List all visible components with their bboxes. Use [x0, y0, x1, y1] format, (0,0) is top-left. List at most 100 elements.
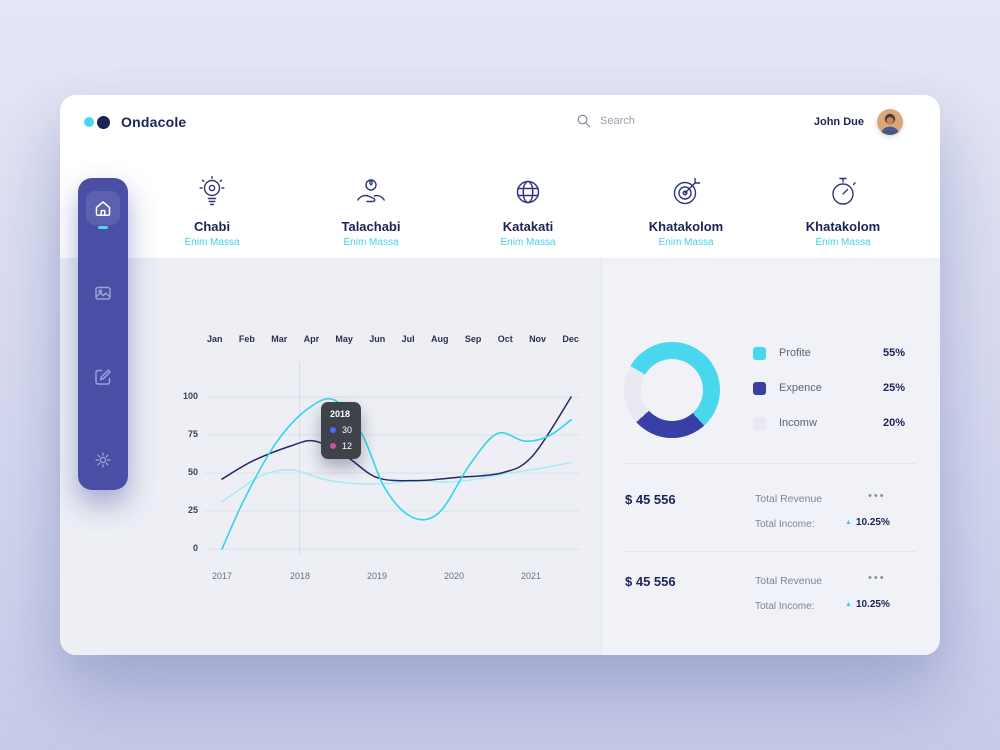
feature-item-khatakolom-1[interactable]: Khatakolom Enim Massa: [606, 174, 766, 248]
legend-item: Expence 25%: [753, 381, 905, 395]
divider: [624, 551, 916, 552]
legend-value: 20%: [882, 417, 905, 429]
search-icon: [577, 114, 591, 128]
image-icon: [95, 286, 111, 300]
month-label: Feb: [238, 334, 255, 344]
sidebar-item-settings[interactable]: [86, 443, 120, 477]
feature-item-talachabi[interactable]: Talachabi Enim Massa: [291, 174, 451, 248]
feature-item-chabi[interactable]: Chabi Enim Massa: [132, 174, 292, 248]
stat-sub-label: Total Income:: [755, 601, 815, 612]
x-axis-year: 2017: [211, 571, 233, 581]
y-axis-tick: 50: [187, 467, 198, 477]
user-name: John Due: [813, 116, 864, 128]
feature-subtitle: Enim Massa: [658, 237, 714, 248]
triangle-up-icon: ▲: [845, 519, 852, 526]
legend-value: 55%: [882, 347, 905, 359]
brand: Ondacole: [84, 110, 186, 134]
month-label: Jan: [207, 334, 223, 344]
month-label: Oct: [497, 334, 513, 344]
month-label: Aug: [431, 334, 449, 344]
x-axis-year: 2021: [520, 571, 542, 581]
idea-bulb-icon: [199, 175, 225, 206]
y-axis-tick: 100: [182, 391, 198, 401]
tooltip-value: 30: [342, 425, 353, 435]
stat-trend: ▲ 10.25%: [845, 599, 890, 610]
chart-months-row: Jan Feb Mar Apr May Jun Jul Aug Sep Oct …: [207, 334, 579, 344]
legend-swatch: [753, 381, 766, 395]
stat-trend: ▲ 10.25%: [845, 517, 890, 528]
tooltip-dot: [330, 443, 336, 449]
month-label: May: [335, 334, 353, 344]
stat-amount: $ 45 556: [625, 492, 676, 507]
feature-title: Chabi: [193, 219, 231, 234]
y-axis-tick: 75: [187, 429, 198, 439]
x-axis-year: 2020: [443, 571, 465, 581]
feature-subtitle: Enim Massa: [815, 237, 871, 248]
caring-hands-icon: [357, 179, 385, 203]
user-menu[interactable]: John Due: [770, 109, 903, 135]
y-axis-tick: 25: [187, 505, 198, 515]
tooltip-year: 2018: [330, 409, 351, 419]
stat-label: Total Revenue: [755, 575, 823, 587]
legend-label: Incomw: [779, 417, 817, 429]
stats-panel: [601, 258, 940, 655]
chart-tooltip: 2018 30 12: [321, 402, 362, 459]
donut-chart: [624, 342, 720, 438]
target-icon: [673, 177, 701, 205]
feature-title: Khatakolom: [805, 219, 881, 234]
feature-title: Khatakolom: [648, 219, 724, 234]
sidebar-item-gallery[interactable]: [86, 276, 120, 310]
feature-item-khatakolom-2[interactable]: Khatakolom Enim Massa: [763, 174, 923, 248]
stat-menu-button[interactable]: •••: [868, 490, 886, 502]
legend-value: 25%: [882, 382, 905, 394]
sidebar-item-compose[interactable]: [86, 360, 120, 394]
line-chart-svg[interactable]: [205, 362, 580, 565]
stat-sub-label: Total Income:: [755, 519, 815, 530]
stat-label: Total Revenue: [755, 493, 823, 505]
tooltip-value: 12: [342, 441, 353, 451]
stat-menu-button[interactable]: •••: [868, 572, 886, 584]
legend-swatch: [753, 416, 766, 430]
month-label: Jul: [401, 334, 415, 344]
logo-dot-navy-icon: [97, 115, 110, 129]
month-label: Dec: [562, 334, 579, 344]
globe-icon: [516, 180, 540, 204]
month-label: Sep: [464, 334, 482, 344]
brand-name: Ondacole: [121, 114, 187, 130]
legend-item: Profite 55%: [753, 346, 905, 360]
stopwatch-icon: [832, 177, 856, 205]
x-axis-year: 2019: [366, 571, 388, 581]
feature-item-katakati[interactable]: Katakati Enim Massa: [448, 174, 608, 248]
legend-label: Expence: [779, 382, 822, 394]
search-placeholder: Search: [600, 114, 635, 127]
active-tab-indicator: [98, 226, 108, 229]
logo-dot-cyan-icon: [84, 117, 94, 127]
stat-amount: $ 45 556: [625, 574, 676, 589]
edit-icon: [95, 369, 111, 385]
legend-swatch: [753, 346, 766, 360]
search-input[interactable]: Search: [576, 113, 635, 128]
stat-change: 10.25%: [855, 599, 890, 610]
sidebar-item-home[interactable]: [86, 191, 120, 225]
avatar[interactable]: [877, 109, 903, 135]
avatar-photo-icon: [877, 109, 903, 135]
home-icon: [95, 201, 111, 216]
feature-subtitle: Enim Massa: [343, 237, 399, 248]
stat-change: 10.25%: [855, 517, 890, 528]
month-label: Jun: [369, 334, 386, 344]
feature-title: Katakati: [502, 219, 554, 234]
legend-label: Profite: [779, 347, 811, 359]
feature-subtitle: Enim Massa: [500, 237, 556, 248]
x-axis-year: 2018: [289, 571, 311, 581]
feature-title: Talachabi: [341, 219, 401, 234]
triangle-up-icon: ▲: [845, 601, 852, 608]
feature-subtitle: Enim Massa: [184, 237, 240, 248]
sidebar: [78, 178, 128, 490]
legend-item: Incomw 20%: [753, 416, 905, 430]
month-label: Apr: [303, 334, 320, 344]
month-label: Nov: [529, 334, 547, 344]
gear-icon: [95, 452, 111, 468]
y-axis-tick: 0: [192, 543, 198, 553]
tooltip-dot: [330, 427, 336, 433]
divider: [624, 463, 916, 464]
